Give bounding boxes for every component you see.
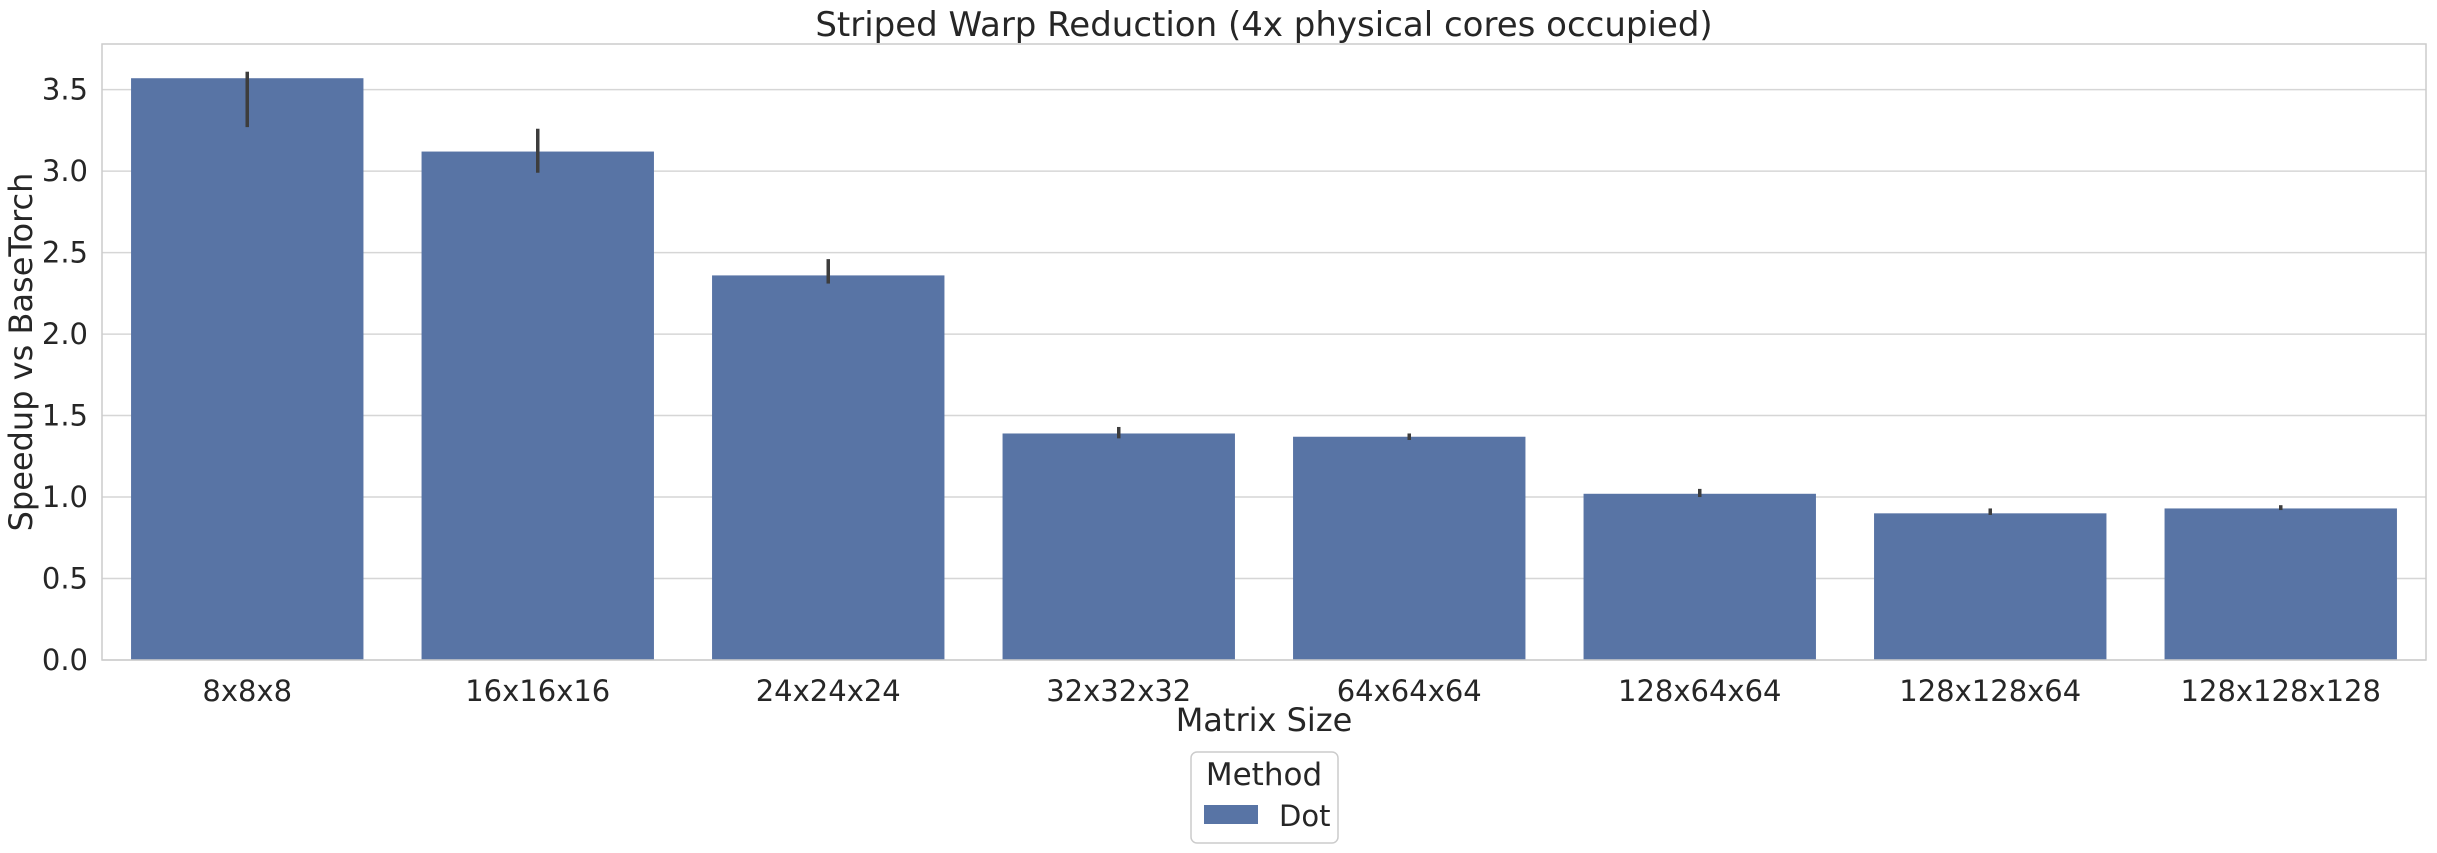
x-tick-label: 16x16x16 bbox=[465, 674, 610, 708]
bars bbox=[131, 78, 2397, 661]
y-tick-label: 3.0 bbox=[42, 154, 88, 188]
y-tick-label: 0.5 bbox=[42, 562, 88, 596]
bar-16x16x16 bbox=[421, 151, 654, 661]
bar-32x32x32 bbox=[1002, 433, 1235, 660]
chart-title: Striped Warp Reduction (4x physical core… bbox=[815, 5, 1712, 45]
x-tick-label: 64x64x64 bbox=[1337, 674, 1482, 708]
legend-title: Method bbox=[1206, 757, 1322, 793]
x-tick-label: 24x24x24 bbox=[756, 674, 901, 708]
legend-swatch bbox=[1204, 805, 1258, 824]
bar-24x24x24 bbox=[712, 275, 945, 660]
bar-128x64x64 bbox=[1583, 493, 1816, 660]
x-tick-label: 128x128x64 bbox=[1899, 674, 2081, 708]
x-tick-labels: 8x8x8 16x16x16 24x24x24 32x32x32 64x64x64 128… bbox=[202, 674, 2381, 708]
y-axis-label: Speedup vs BaseTorch bbox=[2, 173, 40, 532]
bar-128x128x64 bbox=[1874, 513, 2107, 660]
x-axis-label: Matrix Size bbox=[1176, 701, 1353, 739]
y-tick-label: 2.0 bbox=[42, 317, 88, 351]
x-tick-label: 8x8x8 bbox=[202, 674, 292, 708]
x-tick-label: 128x64x64 bbox=[1618, 674, 1781, 708]
y-tick-label: 2.5 bbox=[42, 236, 88, 270]
bar-128x128x128 bbox=[2164, 508, 2397, 660]
y-tick-label: 1.5 bbox=[42, 399, 88, 433]
bar-64x64x64 bbox=[1293, 436, 1526, 660]
y-tick-label: 3.5 bbox=[42, 73, 88, 107]
y-tick-labels: 0.0 0.5 1.0 1.5 2.0 2.5 3.0 3.5 bbox=[42, 73, 88, 677]
legend: Method Dot bbox=[1190, 751, 1339, 844]
bar-8x8x8 bbox=[131, 78, 364, 660]
plot-frame bbox=[101, 43, 2427, 661]
x-tick-label: 32x32x32 bbox=[1046, 674, 1191, 708]
y-tick-label: 1.0 bbox=[42, 480, 88, 514]
legend-label-dot: Dot bbox=[1279, 799, 1330, 833]
y-tick-label: 0.0 bbox=[42, 643, 88, 677]
x-tick-label: 128x128x128 bbox=[2181, 674, 2381, 708]
error-bars bbox=[245, 71, 2283, 515]
